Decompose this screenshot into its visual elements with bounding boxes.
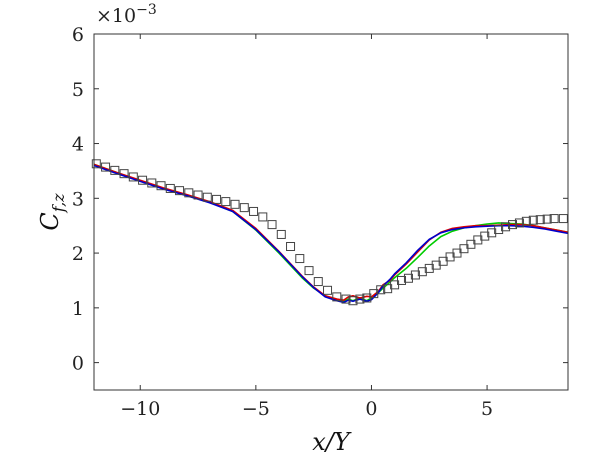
plot-area [94, 34, 568, 390]
y-exponent-power: −3 [136, 2, 157, 18]
y-tick-label: 0 [72, 353, 84, 375]
data-point-marker [276, 229, 286, 239]
data-point-marker [91, 159, 101, 169]
data-point-marker [202, 192, 212, 202]
series-layer [91, 159, 569, 306]
data-point-marker [119, 169, 129, 179]
y-tick-label: 4 [72, 134, 84, 156]
x-tick-label: 5 [481, 398, 493, 420]
data-point-marker [304, 266, 314, 276]
data-point-marker [147, 178, 157, 188]
data-point-marker [156, 181, 166, 191]
y-axis-label-sub: f,z [49, 193, 68, 213]
y-axis-label-group: Cf,z [36, 193, 68, 231]
data-point-marker [165, 183, 175, 193]
tick-layer: −10 −5 0 5 0 1 2 3 4 5 6 [72, 24, 568, 420]
data-point-marker [535, 215, 545, 225]
data-point-marker [286, 242, 296, 251]
data-point-marker [193, 190, 203, 200]
y-tick-label: 1 [72, 298, 84, 320]
data-point-marker [542, 214, 552, 224]
data-point-marker [403, 273, 413, 283]
data-point-marker [175, 186, 185, 196]
y-tick-label: 3 [72, 188, 84, 210]
data-point-marker [528, 215, 538, 225]
data-point-marker [323, 285, 333, 295]
data-point-marker [397, 275, 407, 285]
data-point-marker [138, 175, 148, 185]
data-point-marker [376, 285, 386, 295]
data-point-marker [355, 294, 365, 304]
y-tick-label: 6 [72, 24, 84, 46]
data-point-marker [295, 254, 305, 264]
data-point-marker [417, 267, 427, 277]
x-axis-label: x/Y [312, 428, 352, 456]
x-tick-label: −5 [242, 398, 270, 420]
data-point-marker [424, 263, 434, 273]
data-point-marker [341, 294, 351, 304]
y-axis-label-main: C [36, 212, 64, 230]
data-point-marker [508, 220, 518, 230]
data-point-marker [558, 214, 568, 224]
data-point-marker [267, 220, 277, 230]
y-axis-label: Cf,z [36, 193, 68, 231]
x-tick-label: 0 [365, 398, 377, 420]
data-point-marker [332, 292, 342, 302]
data-point-marker [184, 188, 194, 198]
x-tick-label: −10 [120, 398, 160, 420]
data-point-marker [501, 222, 511, 232]
data-point-marker [514, 218, 524, 228]
data-point-marker [101, 162, 111, 172]
data-point-marker [549, 214, 559, 224]
y-exponent-base: ×10 [96, 5, 136, 27]
plot-frame [93, 33, 569, 391]
data-point-marker [221, 197, 231, 207]
data-point-marker [348, 296, 358, 306]
data-point-marker [521, 216, 531, 226]
data-point-marker [249, 206, 259, 216]
data-point-marker [239, 203, 249, 213]
data-point-marker [480, 231, 490, 241]
data-point-marker [230, 199, 240, 209]
data-point-marker [258, 212, 268, 222]
data-point-marker [487, 228, 497, 238]
y-exponent-label: ×10−3 [96, 2, 157, 27]
data-point-marker [128, 172, 138, 182]
data-point-marker [313, 277, 323, 287]
data-point-marker [494, 225, 504, 235]
data-point-marker [212, 194, 222, 204]
data-point-marker [410, 270, 420, 280]
y-tick-label: 2 [72, 243, 84, 265]
data-point-marker [110, 165, 120, 175]
y-tick-label: 5 [72, 79, 84, 101]
